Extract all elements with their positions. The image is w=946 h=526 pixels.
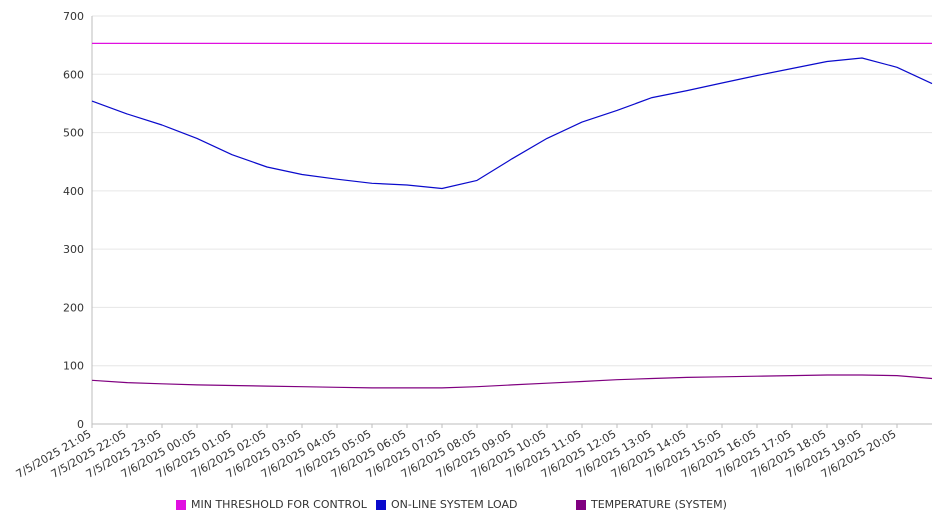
y-tick-label: 500: [63, 127, 84, 140]
y-tick-label: 400: [63, 185, 84, 198]
legend-swatch: [576, 499, 586, 510]
y-tick-label: 0: [77, 418, 84, 431]
series-line-temperature-system: [91, 374, 933, 389]
y-tick-label: 300: [63, 243, 84, 256]
legend: MIN THRESHOLD FOR CONTROL ON-LINE SYSTEM …: [0, 498, 946, 514]
legend-item[interactable]: ON-LINE SYSTEM LOAD: [376, 498, 517, 511]
x-axis-ticks: 7/5/2025 21:057/5/2025 22:057/5/2025 23:…: [14, 424, 899, 481]
legend-label: MIN THRESHOLD FOR CONTROL: [191, 498, 367, 511]
y-tick-label: 700: [63, 10, 84, 23]
y-axis-ticks: 0 100 200 300 400 500 600 700: [63, 10, 84, 431]
series-line-on-line-system-load: [91, 57, 933, 190]
series-lines: [91, 42, 933, 389]
axes: [91, 16, 932, 425]
legend-label: ON-LINE SYSTEM LOAD: [391, 498, 518, 511]
legend-item[interactable]: MIN THRESHOLD FOR CONTROL: [176, 498, 367, 511]
legend-item[interactable]: TEMPERATURE (SYSTEM): [576, 498, 727, 511]
legend-swatch: [176, 499, 186, 510]
legend-swatch: [376, 499, 386, 510]
legend-label: TEMPERATURE (SYSTEM): [591, 498, 727, 511]
y-tick-label: 200: [63, 301, 84, 314]
y-tick-label: 600: [63, 68, 84, 81]
y-tick-label: 100: [63, 360, 84, 373]
grid-lines: [92, 15, 932, 367]
